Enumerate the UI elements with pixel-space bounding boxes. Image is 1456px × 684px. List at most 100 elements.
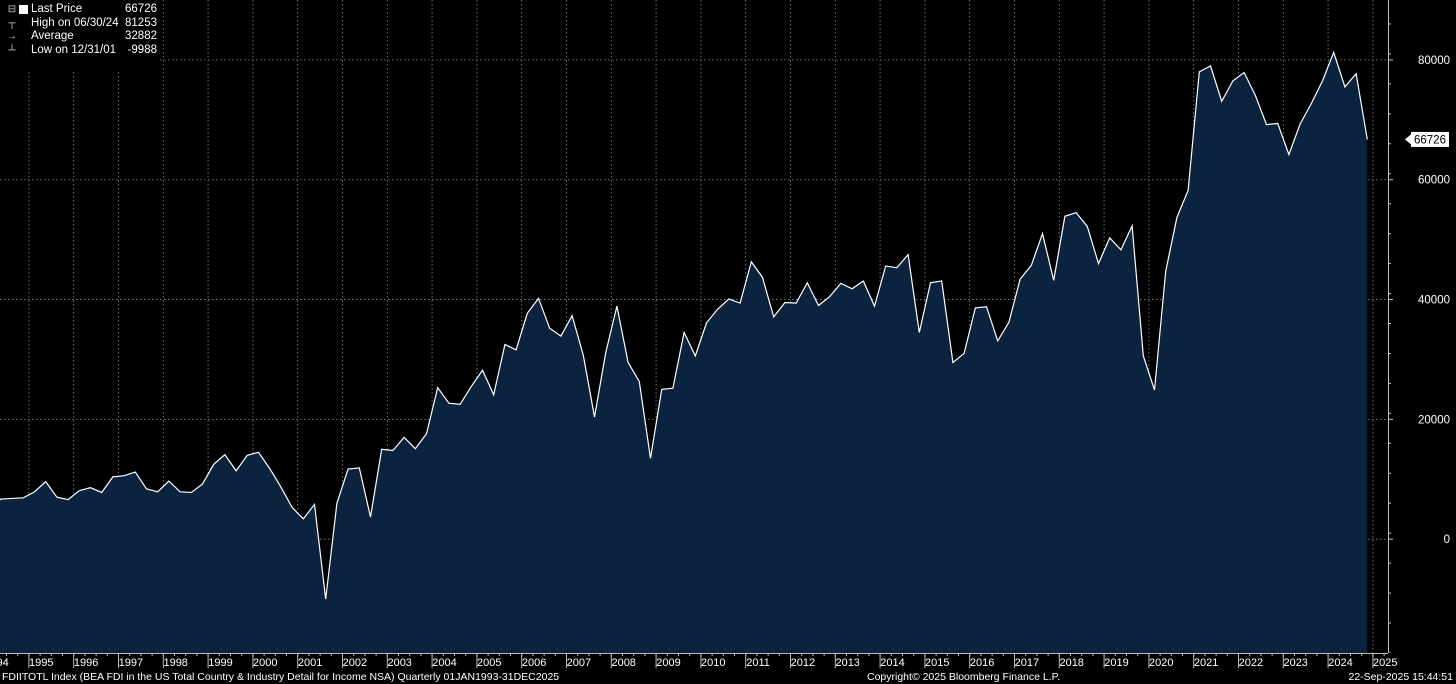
data-point	[1154, 389, 1155, 390]
data-point	[639, 381, 640, 382]
data-point	[224, 454, 225, 455]
data-point	[1064, 216, 1065, 217]
data-point	[1266, 124, 1267, 125]
x-tick-label: 2023	[1283, 657, 1307, 669]
data-point	[1020, 279, 1021, 280]
x-tick-label: 1997	[119, 657, 143, 669]
x-tick-label: 1995	[29, 657, 53, 669]
data-point	[437, 387, 438, 388]
last-value-marker: 66726	[1405, 131, 1449, 147]
x-tick-label: 1999	[208, 657, 232, 669]
data-point	[1165, 271, 1166, 272]
data-point	[12, 498, 13, 499]
data-point	[706, 322, 707, 323]
legend-row-high[interactable]: ┬ High on 06/30/24 81253	[0, 17, 160, 31]
x-tick-label: 2025	[1373, 657, 1397, 669]
collapse-icon[interactable]: ⊟	[7, 4, 17, 15]
data-point	[919, 332, 920, 333]
legend-value: 81253	[125, 16, 157, 29]
data-point	[1288, 154, 1289, 155]
x-tick-label: 2001	[298, 657, 322, 669]
legend-label: Average	[31, 30, 74, 43]
data-point	[1143, 355, 1144, 356]
data-point	[1109, 237, 1110, 238]
x-tick-label: 2024	[1328, 657, 1352, 669]
high-marker-icon: ┬	[8, 17, 16, 29]
data-point	[930, 282, 931, 283]
y-tick-label: 20000	[1418, 414, 1450, 426]
data-point	[493, 394, 494, 395]
data-point	[784, 302, 785, 303]
y-tick-label: 40000	[1418, 295, 1450, 307]
data-point	[908, 254, 909, 255]
data-point	[1053, 280, 1054, 281]
data-point	[90, 487, 91, 488]
data-point	[1255, 95, 1256, 96]
legend-row-average[interactable]: → Average 32882	[0, 30, 160, 44]
data-point	[303, 518, 304, 519]
data-point	[280, 486, 281, 487]
data-point	[1333, 52, 1334, 53]
last-value-label: 66726	[1414, 134, 1446, 146]
data-point	[1356, 73, 1357, 74]
data-point	[34, 491, 35, 492]
data-point	[796, 303, 797, 304]
data-point	[1076, 212, 1077, 213]
data-point	[336, 503, 337, 504]
data-point	[751, 261, 752, 262]
data-point	[292, 507, 293, 508]
data-point	[247, 455, 248, 456]
x-tick-label: 2012	[791, 657, 815, 669]
data-point	[572, 315, 573, 316]
legend-row-low[interactable]: ┴ Low on 12/31/01 -9988	[0, 44, 160, 58]
x-tick-label: 2000	[253, 657, 277, 669]
data-point	[661, 389, 662, 390]
x-tick-label: 2014	[880, 657, 904, 669]
data-point	[68, 499, 69, 500]
data-point	[527, 313, 528, 314]
data-point	[975, 307, 976, 308]
data-point	[1008, 322, 1009, 323]
data-point	[135, 471, 136, 472]
data-point	[101, 492, 102, 493]
data-point	[740, 303, 741, 304]
data-point	[728, 298, 729, 299]
data-point	[202, 483, 203, 484]
data-point	[426, 433, 427, 434]
last-value-badge	[1411, 131, 1449, 147]
data-point	[941, 280, 942, 281]
data-point	[1232, 80, 1233, 81]
data-point	[986, 306, 987, 307]
x-tick-label: 2003	[387, 657, 411, 669]
data-point	[594, 416, 595, 417]
x-tick-label: 2002	[343, 657, 367, 669]
y-tick-label: 0	[1444, 534, 1450, 546]
data-point	[684, 332, 685, 333]
data-point	[1098, 263, 1099, 264]
data-point	[191, 492, 192, 493]
data-point	[874, 306, 875, 307]
footer-timestamp: 22-Sep-2025 15:44:51	[1348, 671, 1453, 683]
low-marker-icon: ┴	[8, 44, 16, 56]
data-point	[359, 467, 360, 468]
x-tick-label: 2013	[835, 657, 859, 669]
data-point	[672, 388, 673, 389]
data-point	[415, 448, 416, 449]
legend-label: High on 06/30/24	[31, 16, 119, 29]
data-point	[392, 450, 393, 451]
data-point	[0, 498, 1, 499]
data-point	[325, 598, 326, 599]
data-point	[448, 403, 449, 404]
data-point	[852, 288, 853, 289]
data-point	[885, 265, 886, 266]
y-tick-label: 80000	[1418, 55, 1450, 67]
legend-row-last-price[interactable]: ⊟ Last Price 66726	[0, 3, 160, 17]
legend-value: 32882	[125, 30, 157, 43]
data-point	[829, 296, 830, 297]
data-point	[773, 316, 774, 317]
x-tick-label: 2022	[1239, 657, 1263, 669]
data-point	[504, 344, 505, 345]
data-point	[1344, 86, 1345, 87]
x-tick-label: 2011	[746, 657, 770, 669]
